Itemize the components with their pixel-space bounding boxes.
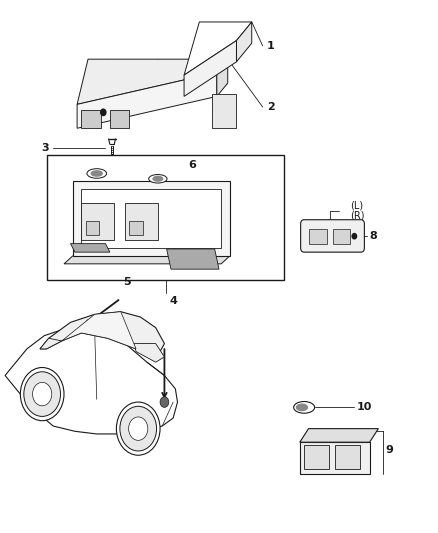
Polygon shape: [64, 256, 230, 264]
FancyBboxPatch shape: [300, 220, 364, 252]
Text: 2: 2: [267, 102, 275, 112]
Ellipse shape: [87, 168, 106, 178]
Polygon shape: [166, 249, 219, 269]
Text: (L): (L): [350, 200, 363, 211]
Bar: [130, 221, 143, 235]
Text: 10: 10: [357, 402, 372, 413]
Polygon shape: [62, 312, 136, 349]
Circle shape: [120, 406, 156, 451]
Circle shape: [160, 397, 169, 407]
Bar: [81, 203, 114, 240]
Text: 4: 4: [170, 296, 178, 306]
Bar: [212, 94, 237, 128]
Circle shape: [352, 233, 357, 239]
Bar: [86, 221, 99, 235]
Polygon shape: [237, 22, 252, 62]
Bar: [125, 203, 158, 240]
Ellipse shape: [293, 401, 314, 413]
Polygon shape: [77, 59, 228, 104]
Text: 9: 9: [385, 445, 393, 455]
Ellipse shape: [153, 176, 162, 181]
Circle shape: [129, 417, 148, 440]
Circle shape: [117, 402, 160, 455]
Circle shape: [32, 382, 52, 406]
Ellipse shape: [149, 174, 167, 183]
Polygon shape: [217, 59, 228, 96]
Text: (R): (R): [350, 211, 364, 221]
Polygon shape: [40, 338, 62, 349]
Text: 7: 7: [318, 223, 326, 233]
Ellipse shape: [297, 404, 307, 410]
Polygon shape: [40, 312, 164, 360]
Polygon shape: [81, 189, 221, 248]
Text: 6: 6: [188, 160, 196, 171]
Bar: [332, 229, 350, 244]
Bar: [110, 110, 130, 128]
Polygon shape: [184, 22, 252, 75]
Polygon shape: [73, 181, 230, 256]
Polygon shape: [5, 325, 177, 434]
Bar: [335, 445, 360, 469]
Polygon shape: [134, 344, 164, 362]
Bar: [81, 110, 101, 128]
Circle shape: [101, 109, 106, 116]
Polygon shape: [71, 244, 110, 252]
Text: 8: 8: [370, 231, 378, 241]
Circle shape: [24, 372, 60, 416]
Circle shape: [20, 368, 64, 421]
Polygon shape: [184, 41, 237, 96]
Polygon shape: [77, 72, 217, 128]
Ellipse shape: [91, 171, 102, 176]
Polygon shape: [300, 429, 378, 442]
Bar: [304, 445, 329, 469]
Bar: [46, 155, 285, 280]
Text: 1: 1: [267, 41, 275, 51]
Text: 5: 5: [124, 278, 131, 287]
Polygon shape: [300, 442, 370, 474]
Text: 3: 3: [41, 143, 49, 154]
Bar: [309, 229, 327, 244]
